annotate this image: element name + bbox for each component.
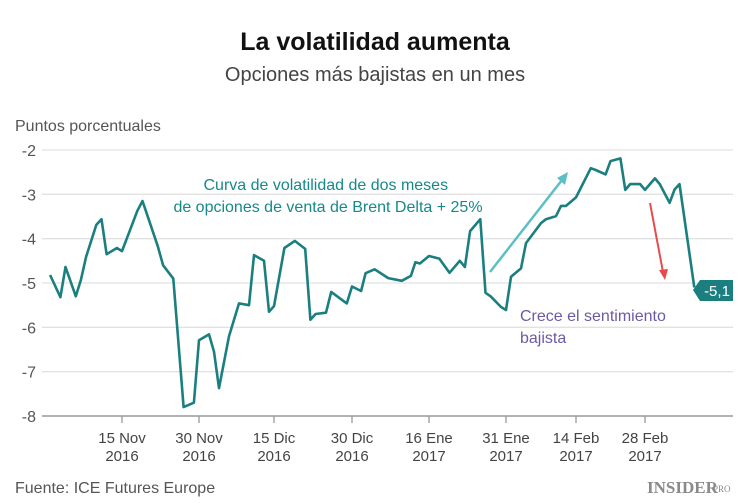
annotation-volatility-curve: Curva de volatilidad de dos meses de opc… xyxy=(173,177,482,216)
annotation-line: de opciones de venta de Brent Delta + 25… xyxy=(173,199,482,216)
x-tick-label: 2017 xyxy=(489,448,522,465)
logo-suffix: PRO xyxy=(713,484,731,494)
y-tick-label: -6 xyxy=(22,320,36,337)
annotation-line: Curva de volatilidad de dos meses xyxy=(203,177,448,194)
arrow-up-icon xyxy=(489,172,568,273)
x-tick-label: 2016 xyxy=(105,448,138,465)
x-tick-label: 2017 xyxy=(559,448,592,465)
y-axis-label: Puntos porcentuales xyxy=(15,118,161,135)
x-tick-label: 15 Nov xyxy=(98,430,146,447)
x-tick-label: 2016 xyxy=(257,448,290,465)
insider-pro-logo: INSIDER PRO xyxy=(647,478,731,497)
source-note: Fuente: ICE Futures Europe xyxy=(15,480,215,497)
x-tick-label: 30 Nov xyxy=(175,430,223,447)
chart-title: La volatilidad aumenta xyxy=(240,28,511,56)
x-tick-label: 28 Feb xyxy=(622,430,669,447)
y-tick-label: -2 xyxy=(22,143,36,160)
x-tick-label: 30 Dic xyxy=(331,430,374,447)
x-tick-label: 2016 xyxy=(182,448,215,465)
x-tick-label: 15 Dic xyxy=(253,430,296,447)
annotation-line: Crece el sentimiento xyxy=(520,308,666,325)
y-tick-label: -4 xyxy=(22,232,36,249)
y-tick-label: -8 xyxy=(22,409,36,426)
x-tick-label: 2017 xyxy=(628,448,661,465)
annotation-bearish: Crece el sentimiento bajista xyxy=(520,308,670,347)
end-value-text: -5,1 xyxy=(704,283,730,300)
end-value-label: -5,1 xyxy=(693,280,733,301)
x-tick-label: 16 Ene xyxy=(405,430,453,447)
y-tick-label: -3 xyxy=(22,187,36,204)
annotation-line: bajista xyxy=(520,330,566,347)
x-tick-label: 31 Ene xyxy=(482,430,530,447)
arrow-down-icon xyxy=(649,202,668,280)
x-tick-label: 14 Feb xyxy=(553,430,600,447)
x-tick-label: 2016 xyxy=(335,448,368,465)
chart-subtitle: Opciones más bajistas en un mes xyxy=(225,64,525,86)
series-line xyxy=(48,157,696,409)
y-tick-label: -5 xyxy=(22,276,36,293)
logo-text: INSIDER xyxy=(647,478,719,497)
x-tick-label: 2017 xyxy=(412,448,445,465)
gridlines: -2 -3 -4 -5 -6 -7 -8 xyxy=(22,143,733,426)
y-tick-label: -7 xyxy=(22,365,36,382)
